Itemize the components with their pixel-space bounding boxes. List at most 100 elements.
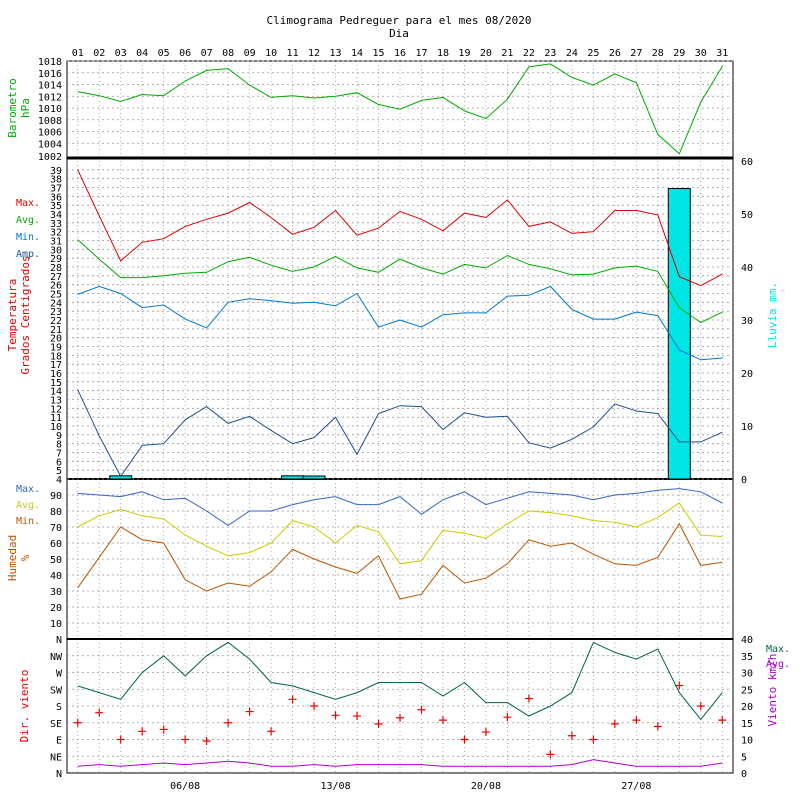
humidity-legend-entry: Max. [16,484,40,495]
day-tick-label: 12 [308,48,320,59]
humidity-tick-label: 40 [50,571,62,582]
day-tick-label: 29 [673,48,685,59]
wind-direction-marker [417,705,426,714]
humidity-line-hmin [77,522,723,600]
temperature-line-tmin [77,285,723,361]
temperature-tick-label: 5 [56,466,62,477]
wind-direction-marker [438,716,447,725]
day-tick-label: 14 [351,48,363,59]
day-tick-label: 16 [394,48,406,59]
temperature-line-tavg [77,239,723,324]
pressure-tick-label: 1002 [38,152,62,163]
wind-direction-marker [503,713,512,722]
temperature-tick-label: 20 [50,334,62,345]
wind-direction-marker [675,681,684,690]
day-tick-label: 20 [480,48,492,59]
day-tick-label: 07 [201,48,213,59]
day-tick-label: 27 [630,48,642,59]
temperature-line-amp [77,389,723,478]
wind-direction-marker [138,727,147,736]
temperature-tick-label: 38 [50,175,62,186]
temperature-legend-entry: Amp. [16,249,40,260]
humidity-line-hmax [77,488,723,527]
day-tick-label: 23 [544,48,556,59]
day-tick-label: 08 [222,48,234,59]
day-tick-label: 24 [566,48,578,59]
wind-direction-marker [159,725,168,734]
pressure-tick-label: 1006 [38,128,62,139]
temperature-tick-label: 33 [50,219,62,230]
temperature-axis-label: Temperatura [6,279,19,352]
temperature-tick-label: 21 [50,325,62,336]
pressure-tick-label: 1018 [38,57,62,68]
chart-title: Climograma Pedreguer para el mes 08/2020 [267,14,532,27]
wind-legend-entry: Avg. [766,659,790,670]
rain-bar [667,188,691,480]
temperature-tick-label: 18 [50,351,62,362]
temperature-tick-label: 17 [50,360,62,371]
wind-direction-marker [353,712,362,721]
wind-speed-tick-label: 30 [741,669,753,680]
humidity-tick-label: N [56,635,62,646]
pressure-tick-label: 1012 [38,92,62,103]
day-tick-label: 09 [244,48,256,59]
wind-direction-marker [589,735,598,744]
wind-direction-axis-label: Dir. viento [18,670,31,743]
temperature-tick-label: 22 [50,316,62,327]
temperature-tick-label: 14 [50,387,62,398]
wind-direction-marker [696,702,705,710]
x-axis-label: Dia [389,27,409,40]
wind-direction-marker [653,722,662,731]
temperature-tick-label: 8 [56,440,62,451]
wind-speed-tick-label: 20 [741,702,753,713]
pressure-axis-label: Barometro [6,78,19,138]
rain-bar [281,475,305,480]
wind-direction-tick-label: S [56,702,62,713]
day-tick-label: 06 [179,48,191,59]
wind-direction-marker [546,750,555,759]
wind-direction-tick-label: SW [50,685,63,696]
wind-direction-tick-label: NE [50,752,62,763]
day-tick-label: 19 [458,48,470,59]
wind-direction-marker [73,718,82,727]
temperature-tick-label: 36 [50,192,62,203]
wind-direction-marker [310,702,319,710]
temperature-tick-label: 31 [50,237,62,248]
day-tick-label: 18 [437,48,449,59]
wind-speed-axis-label: Viento km/h [766,654,779,727]
temperature-tick-label: 27 [50,272,62,283]
temperature-tick-label: 25 [50,290,62,301]
day-tick-label: 21 [501,48,513,59]
humidity-tick-label: 30 [50,587,62,598]
day-tick-label: 02 [93,48,105,59]
humidity-tick-label: 70 [50,523,62,534]
wind-direction-marker [267,727,276,736]
humidity-tick-label: 50 [50,555,62,566]
temperature-line-tmax [77,169,723,287]
temperature-axis-label: Grados Centigrados [19,255,32,374]
temperature-tick-label: 30 [50,245,62,256]
wind-direction-marker [181,735,190,744]
wind-direction-marker [95,708,104,717]
day-tick-label: 03 [115,48,127,59]
day-tick-label: 22 [523,48,535,59]
panels: 01 02 03 04 05 06 07 08 09 10 11 12 13 14 15 16 17 18 19 20… [6,48,790,792]
temperature-tick-label: 23 [50,307,62,318]
week-tick-label: 20/08 [471,781,501,792]
pressure-line [77,63,723,155]
temperature-tick-label: 13 [50,396,62,407]
wind-direction-marker [245,707,254,716]
week-tick-label: 13/08 [320,781,350,792]
temperature-tick-label: 15 [50,378,62,389]
wind-speed-tick-label: 10 [741,736,753,747]
rain-tick-label: 0 [741,475,747,486]
pressure-tick-label: 1010 [38,104,62,115]
day-tick-label: 01 [72,48,84,59]
wind-direction-marker [567,731,576,740]
rain-tick-label: 10 [741,422,753,433]
temperature-tick-label: 9 [56,431,62,442]
pressure-axis-label: hPa [19,98,32,118]
wind-direction-marker [460,735,469,744]
rain-axis-label: Lluvia mm. [766,282,779,348]
